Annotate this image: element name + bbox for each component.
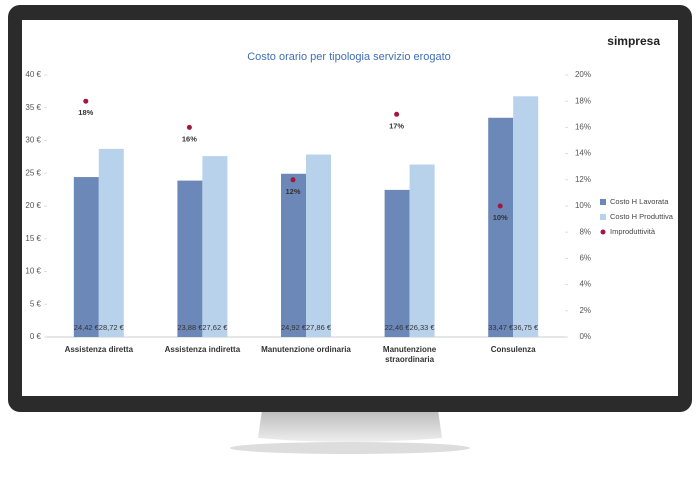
y-tick-label: 20 € bbox=[25, 201, 41, 210]
bar bbox=[513, 96, 539, 337]
y2-tick-label: 14% bbox=[575, 149, 591, 158]
value-label: 27,62 € bbox=[202, 323, 228, 332]
y-tick-label: 15 € bbox=[25, 234, 41, 243]
legend-label: Costo H Lavorata bbox=[610, 197, 669, 206]
point-label: 16% bbox=[182, 134, 197, 143]
y2-tick-label: 20% bbox=[575, 70, 591, 79]
y-tick-label: 30 € bbox=[25, 136, 41, 145]
bar bbox=[98, 148, 124, 337]
y2-tick-label: 18% bbox=[575, 96, 591, 105]
point bbox=[394, 111, 400, 117]
y2-tick-label: 12% bbox=[575, 175, 591, 184]
y-tick-label: 5 € bbox=[30, 299, 42, 308]
y-tick-label: 0 € bbox=[30, 332, 42, 341]
y2-tick-label: 0% bbox=[579, 332, 591, 341]
bar bbox=[73, 177, 99, 337]
value-label: 28,72 € bbox=[99, 323, 125, 332]
bar bbox=[202, 156, 228, 337]
brand-logo: simpresa bbox=[607, 34, 660, 48]
chart-title: Costo orario per tipologia servizio erog… bbox=[247, 51, 451, 63]
point bbox=[497, 203, 503, 209]
y-tick-label: 10 € bbox=[25, 267, 41, 276]
y2-tick-label: 8% bbox=[579, 227, 591, 236]
value-label: 24,42 € bbox=[74, 323, 100, 332]
screen bbox=[22, 20, 678, 396]
bar bbox=[177, 180, 203, 337]
value-label: 24,92 € bbox=[281, 323, 307, 332]
bar bbox=[306, 154, 331, 337]
value-label: 26,33 € bbox=[410, 323, 436, 332]
y2-tick-label: 16% bbox=[575, 123, 591, 132]
value-label: 27,86 € bbox=[306, 323, 332, 332]
point bbox=[290, 177, 296, 183]
legend-label: Improduttività bbox=[610, 227, 656, 236]
bar bbox=[488, 117, 514, 337]
legend-swatch bbox=[600, 229, 606, 235]
y2-tick-label: 4% bbox=[579, 280, 591, 289]
x-tick-label: Assistenza diretta bbox=[64, 345, 134, 354]
point-label: 10% bbox=[493, 213, 508, 222]
y-tick-label: 35 € bbox=[25, 103, 41, 112]
legend-swatch bbox=[600, 199, 606, 205]
bar bbox=[409, 164, 435, 337]
x-tick-label: Consulenza bbox=[490, 345, 536, 354]
value-label: 33,47 € bbox=[488, 323, 514, 332]
point bbox=[186, 124, 192, 130]
value-label: 23,88 € bbox=[177, 323, 203, 332]
point-label: 17% bbox=[389, 121, 404, 130]
y2-tick-label: 6% bbox=[579, 254, 591, 263]
x-tick-label: Manutenzione straordinaria bbox=[382, 345, 437, 364]
bar bbox=[281, 173, 306, 337]
monitor-stand bbox=[258, 410, 442, 442]
x-tick-label: Manutenzione ordinaria bbox=[261, 345, 351, 354]
y-tick-label: 40 € bbox=[25, 70, 41, 79]
legend-label: Costo H Produttiva bbox=[610, 212, 674, 221]
value-label: 36,75 € bbox=[513, 323, 539, 332]
point bbox=[83, 98, 89, 104]
y2-tick-label: 10% bbox=[575, 201, 591, 210]
bar bbox=[384, 189, 410, 337]
x-tick-label: Assistenza indiretta bbox=[164, 345, 241, 354]
stand-shadow bbox=[230, 442, 470, 454]
y2-tick-label: 2% bbox=[579, 306, 591, 315]
point-label: 18% bbox=[78, 108, 93, 117]
point-label: 12% bbox=[285, 187, 300, 196]
y-tick-label: 25 € bbox=[25, 168, 41, 177]
legend-swatch bbox=[600, 214, 606, 220]
value-label: 22,46 € bbox=[385, 323, 411, 332]
